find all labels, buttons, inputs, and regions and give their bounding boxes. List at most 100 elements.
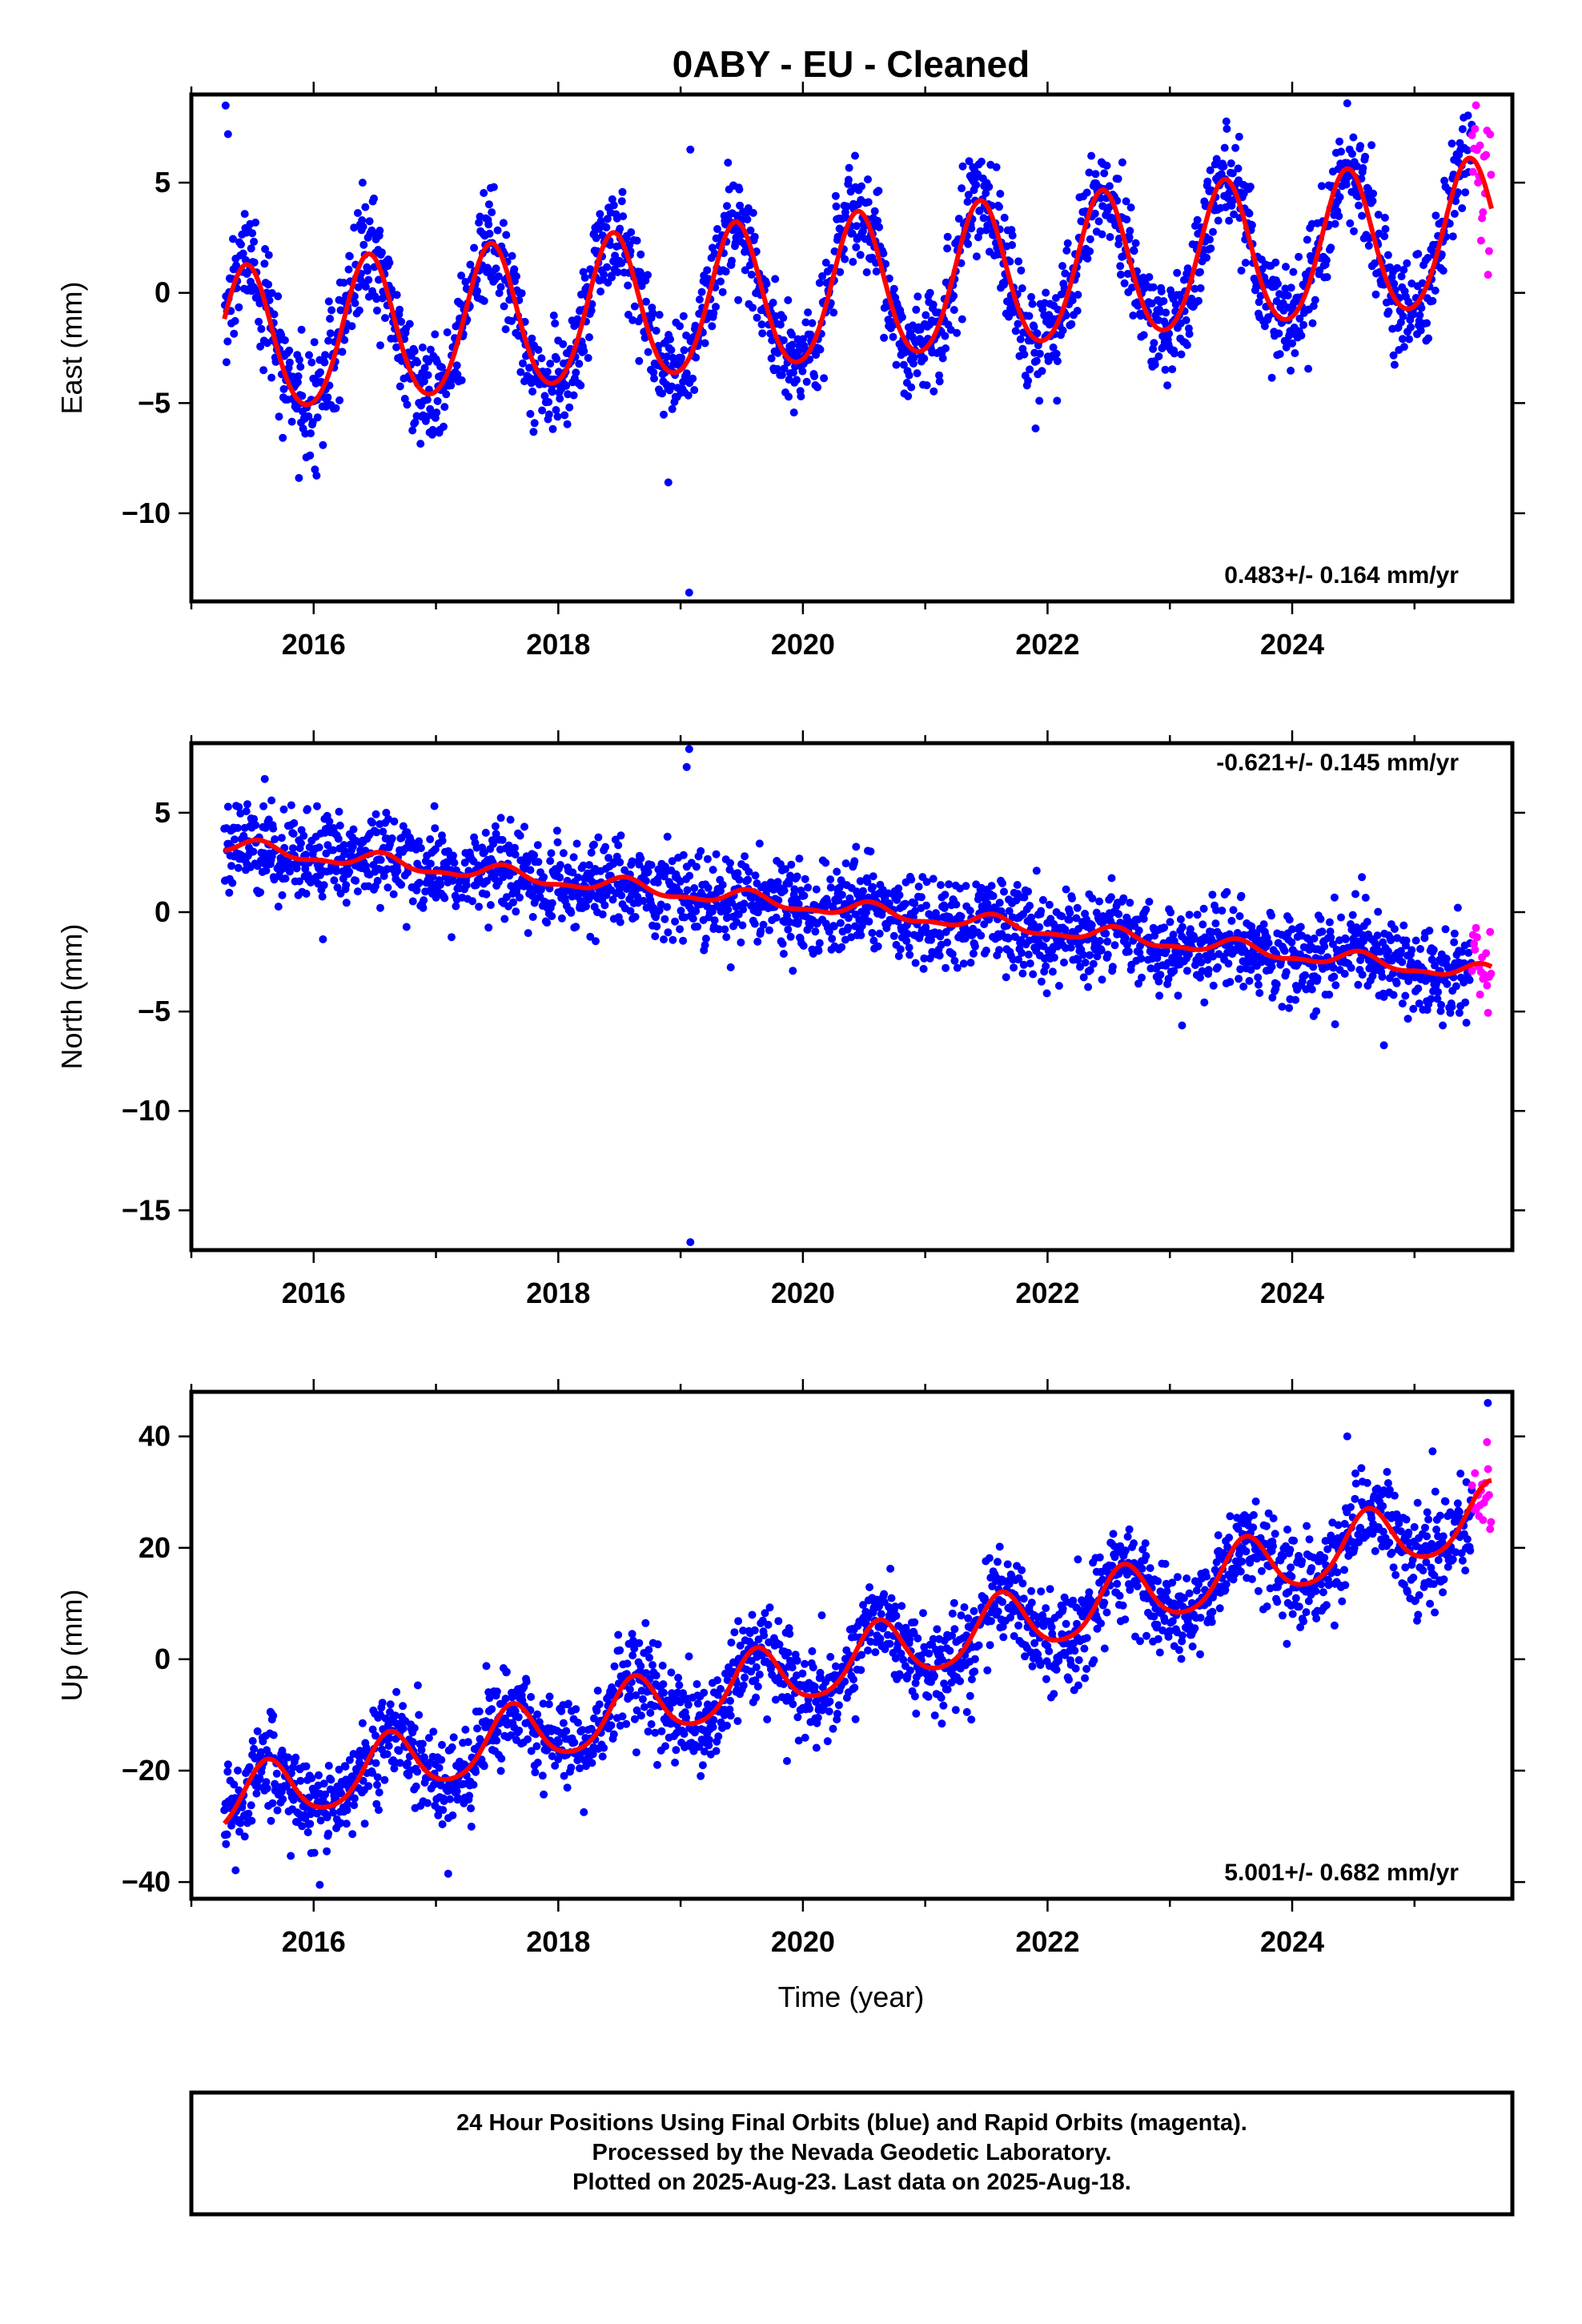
final-orbit-point	[371, 1731, 379, 1740]
final-orbit-point	[856, 877, 865, 886]
final-orbit-point	[1052, 349, 1061, 358]
rapid-orbit-point	[1487, 969, 1496, 978]
final-orbit-point	[1407, 323, 1415, 332]
final-orbit-point	[235, 802, 243, 811]
final-orbit-point	[845, 163, 853, 172]
final-orbit-point	[790, 885, 799, 894]
final-orbit-point	[1402, 936, 1411, 945]
final-orbit-point	[1331, 981, 1340, 990]
final-orbit-point	[1029, 970, 1038, 979]
final-orbit-point	[708, 907, 717, 916]
final-orbit-point	[287, 801, 295, 810]
final-orbit-point	[492, 1687, 501, 1696]
final-orbit-point	[349, 825, 358, 834]
final-orbit-point	[1330, 893, 1339, 902]
final-orbit-point	[321, 1790, 330, 1799]
final-orbit-point	[1401, 991, 1410, 1000]
final-orbit-point	[1343, 99, 1351, 107]
final-orbit-point	[508, 251, 516, 260]
final-orbit-point	[880, 333, 889, 342]
final-orbit-point	[345, 867, 354, 876]
final-orbit-point	[423, 396, 432, 404]
final-orbit-point	[1065, 915, 1074, 924]
final-orbit-point	[608, 273, 616, 282]
final-orbit-point	[358, 216, 367, 224]
final-orbit-point	[495, 289, 504, 297]
final-orbit-point	[295, 877, 303, 886]
final-orbit-point	[361, 203, 370, 211]
final-orbit-point	[1178, 923, 1186, 931]
final-orbit-point	[1289, 267, 1298, 276]
figure-title: 0ABY - EU - Cleaned	[673, 43, 1030, 85]
final-orbit-point	[1170, 349, 1178, 358]
final-orbit-point	[248, 1737, 257, 1745]
final-orbit-point	[1157, 287, 1166, 296]
final-orbit-point	[1162, 947, 1170, 955]
final-orbit-point	[448, 933, 456, 942]
final-orbit-point	[461, 1725, 470, 1734]
final-orbit-point	[618, 187, 627, 196]
final-orbit-point	[484, 923, 493, 932]
final-orbit-point	[1227, 159, 1235, 167]
final-orbit-point	[1252, 930, 1261, 939]
final-orbit-point	[762, 279, 771, 288]
final-orbit-point	[989, 891, 998, 900]
final-orbit-point	[1323, 273, 1331, 281]
final-orbit-point	[689, 374, 697, 383]
final-orbit-point	[697, 846, 705, 855]
final-orbit-point	[416, 844, 425, 852]
final-orbit-point	[230, 1780, 239, 1789]
final-orbit-point	[966, 959, 975, 967]
final-orbit-point	[528, 334, 536, 343]
final-orbit-point	[540, 873, 548, 882]
final-orbit-point	[1453, 903, 1462, 912]
final-orbit-point	[1347, 963, 1355, 972]
final-orbit-point	[552, 355, 561, 364]
final-orbit-point	[380, 1775, 389, 1784]
final-orbit-point	[505, 296, 514, 304]
final-orbit-point	[640, 333, 649, 342]
final-orbit-point	[1058, 262, 1066, 271]
final-orbit-point	[977, 157, 986, 166]
final-orbit-point	[420, 377, 428, 386]
final-orbit-point	[844, 175, 853, 184]
final-orbit-point	[636, 854, 645, 862]
final-orbit-point	[1335, 137, 1343, 146]
final-orbit-point	[420, 364, 429, 372]
final-orbit-point	[385, 259, 394, 267]
final-orbit-point	[564, 390, 572, 399]
final-orbit-point	[815, 939, 824, 947]
final-orbit-point	[647, 861, 656, 870]
final-orbit-point	[950, 292, 958, 300]
final-orbit-point	[255, 1774, 264, 1783]
final-orbit-point	[585, 333, 593, 342]
final-orbit-point	[738, 921, 747, 930]
final-orbit-point	[1416, 326, 1425, 335]
final-orbit-point	[411, 418, 420, 427]
final-orbit-point	[385, 1734, 394, 1743]
final-orbit-point	[1066, 908, 1074, 917]
rapid-orbit-point	[1478, 214, 1487, 223]
final-orbit-point	[652, 327, 661, 335]
final-orbit-point	[830, 247, 839, 255]
final-orbit-point	[560, 411, 569, 420]
final-orbit-point	[448, 1811, 457, 1819]
final-orbit-point	[435, 1763, 444, 1772]
final-orbit-point	[685, 871, 694, 880]
final-orbit-point	[1291, 995, 1300, 1004]
final-orbit-point	[347, 322, 356, 331]
final-orbit-point	[259, 366, 268, 375]
final-orbit-point	[841, 255, 849, 263]
final-orbit-point	[952, 900, 961, 909]
final-orbit-point	[287, 1852, 295, 1860]
final-orbit-point	[1462, 1019, 1471, 1027]
final-orbit-point	[1282, 967, 1291, 976]
final-orbit-point	[250, 814, 259, 823]
final-orbit-point	[862, 268, 871, 276]
final-orbit-point	[402, 923, 411, 931]
final-orbit-point	[794, 917, 802, 926]
final-orbit-point	[227, 1821, 235, 1830]
final-orbit-point	[353, 209, 362, 217]
final-orbit-point	[1079, 951, 1088, 959]
final-orbit-point	[977, 931, 986, 940]
